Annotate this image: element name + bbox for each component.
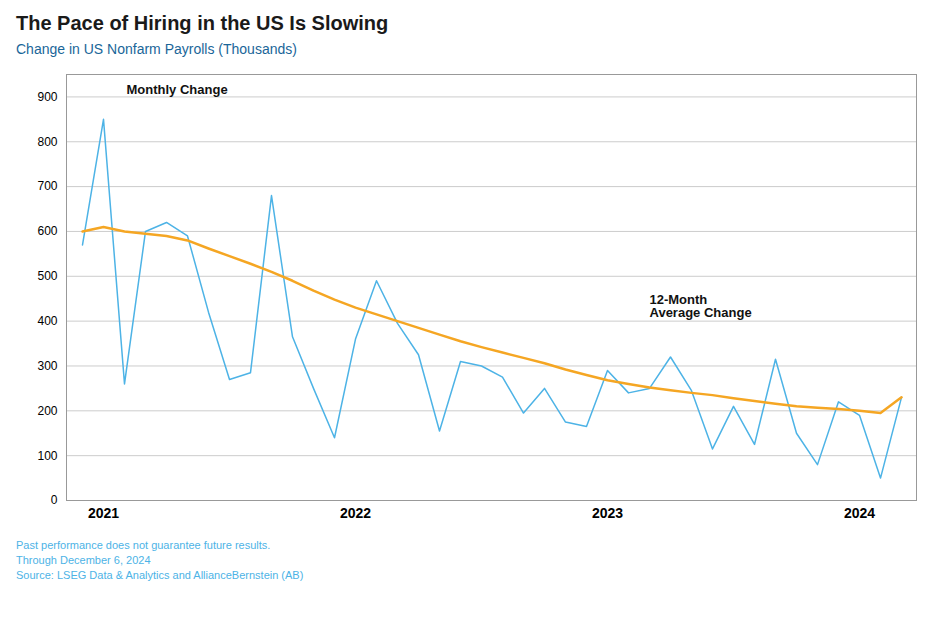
svg-text:12-MonthAverage Change: 12-MonthAverage Change [650,292,752,320]
svg-text:500: 500 [37,269,57,283]
html-text:Change in US Nonfarm Payrolls: Change in US Nonfarm Payrolls (Thousands… [16,41,297,57]
html-text:Source: LSEG Data & Analytics: Source: LSEG Data & Analytics and Allian… [16,569,304,581]
svg-text:2024: 2024 [844,505,875,521]
svg-text:2021: 2021 [88,505,119,521]
svg-text:700: 700 [37,179,57,193]
svg-text:Monthly Change: Monthly Change [127,82,228,97]
svg-text:0: 0 [51,493,58,507]
svg-text:800: 800 [37,135,57,149]
svg-text:2023: 2023 [592,505,623,521]
svg-text:300: 300 [37,359,57,373]
svg-text:900: 900 [37,90,57,104]
svg-text:600: 600 [37,224,57,238]
html-text:Through December 6, 2024: Through December 6, 2024 [16,554,151,566]
svg-text:2022: 2022 [340,505,371,521]
svg-text:400: 400 [37,314,57,328]
html-text:The Pace of Hiring in the US I: The Pace of Hiring in the US Is Slowing [16,12,389,34]
html-text:Past performance does not guar: Past performance does not guarantee futu… [16,539,271,551]
svg-text:100: 100 [37,448,57,462]
svg-text:200: 200 [37,404,57,418]
